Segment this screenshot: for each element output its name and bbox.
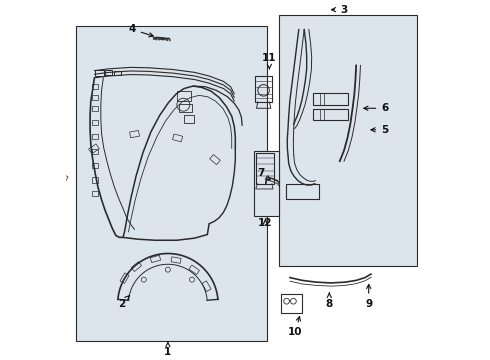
Bar — [171, 257, 181, 264]
Text: 2: 2 — [118, 295, 130, 309]
Bar — [255, 76, 272, 102]
Bar — [59, 174, 68, 185]
Bar — [286, 184, 319, 199]
Bar — [92, 106, 98, 111]
Bar — [184, 116, 194, 123]
Bar — [172, 134, 183, 142]
Bar — [256, 153, 274, 184]
Bar — [92, 163, 98, 168]
Bar — [92, 84, 98, 89]
Bar — [281, 294, 302, 313]
Text: 1: 1 — [164, 342, 171, 357]
Bar — [92, 95, 98, 100]
Bar — [120, 273, 129, 283]
Bar — [130, 131, 140, 138]
Bar — [254, 151, 279, 216]
Bar — [150, 255, 161, 262]
Text: 5: 5 — [371, 125, 389, 135]
Bar — [105, 70, 112, 75]
Bar — [92, 177, 98, 183]
Bar — [92, 120, 98, 125]
Text: 11: 11 — [262, 53, 277, 69]
Text: 7: 7 — [257, 168, 270, 180]
Text: 8: 8 — [326, 293, 333, 309]
Bar — [179, 104, 192, 112]
Bar — [92, 134, 98, 139]
Text: 4: 4 — [128, 24, 153, 37]
Text: 12: 12 — [258, 218, 273, 228]
Text: 9: 9 — [365, 284, 372, 309]
Bar — [131, 262, 142, 271]
Bar — [114, 71, 121, 75]
Bar — [210, 154, 220, 165]
Text: 6: 6 — [364, 103, 389, 113]
Bar — [76, 26, 267, 341]
Bar — [92, 191, 98, 196]
Bar — [279, 15, 417, 266]
Bar — [177, 91, 191, 101]
Bar — [313, 109, 348, 120]
Bar — [202, 281, 211, 292]
Bar — [189, 265, 199, 275]
Bar — [92, 149, 98, 154]
Text: 10: 10 — [288, 316, 302, 337]
Text: 3: 3 — [332, 5, 347, 15]
Bar — [95, 69, 104, 76]
Bar — [313, 93, 348, 105]
Bar — [89, 144, 99, 154]
